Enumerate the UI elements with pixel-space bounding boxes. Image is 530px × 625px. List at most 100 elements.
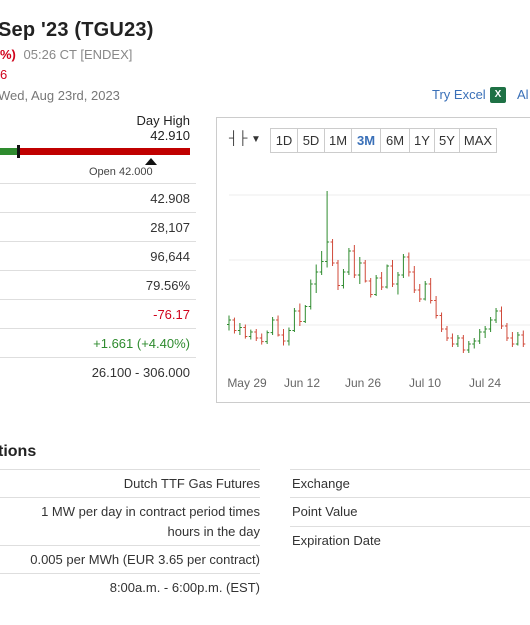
candle <box>243 324 248 339</box>
candle <box>434 296 439 319</box>
candle <box>248 329 253 340</box>
x-tick-label: Jul 10 <box>409 376 441 390</box>
stat-value: 26.100 - 306.000 <box>91 365 190 380</box>
spec-label-divider <box>290 469 530 470</box>
candle <box>270 317 275 335</box>
candle <box>336 260 340 290</box>
spec-row-divider <box>0 545 260 546</box>
candle <box>499 306 504 329</box>
candle <box>417 284 422 302</box>
candle <box>510 332 515 347</box>
chevron-down-icon: ▼ <box>251 134 261 145</box>
stat-value: 42.908 <box>150 191 190 206</box>
spec-value: 8:00a.m. - 6:00p.m. (EST) <box>109 580 260 595</box>
candle <box>232 317 237 334</box>
candle <box>439 312 444 332</box>
range-button-1m[interactable]: 1M <box>324 128 352 153</box>
day-range-marker <box>17 145 21 158</box>
candle <box>325 191 330 268</box>
stat-row: 79.56% <box>0 270 196 299</box>
chart-type-selector[interactable]: ┤├ ▼ <box>229 130 261 145</box>
range-button-1d[interactable]: 1D <box>270 128 298 153</box>
candle <box>363 260 368 283</box>
candle <box>286 327 291 346</box>
candle <box>297 303 302 326</box>
candle <box>504 323 509 341</box>
try-excel-link[interactable]: Try Excel <box>432 87 486 102</box>
candle <box>521 330 526 347</box>
spec-label: Point Value <box>292 504 358 519</box>
spec-row-divider <box>0 469 260 470</box>
spec-value: 0.005 per MWh (EUR 3.65 per contract) <box>30 552 260 567</box>
contract-title: Sep '23 (TGU23) <box>0 19 154 41</box>
candle <box>515 332 520 346</box>
candle <box>379 272 384 290</box>
stat-row: 42.908 <box>0 183 196 212</box>
day-high-label: Day High <box>136 113 190 128</box>
candle <box>483 326 488 338</box>
candle <box>330 239 335 266</box>
candle <box>472 338 477 349</box>
candle <box>390 260 395 287</box>
range-button-max[interactable]: MAX <box>459 128 497 153</box>
trade-date: Wed, Aug 23rd, 2023 <box>0 88 120 103</box>
candle <box>314 264 319 293</box>
candle <box>455 335 460 347</box>
spec-label-divider <box>290 497 530 498</box>
candle <box>385 264 390 289</box>
spec-value: 1 MW per day in contract period times <box>41 504 260 519</box>
day-range-bar <box>0 145 190 158</box>
candlestick-icon: ┤├ <box>229 130 248 145</box>
x-tick-label: May 29 <box>227 376 267 390</box>
candle <box>237 323 242 335</box>
spec-row-divider <box>0 497 260 498</box>
candle <box>308 279 313 310</box>
day-high-value: 42.910 <box>150 128 190 143</box>
stat-row: 96,644 <box>0 241 196 270</box>
range-button-5y[interactable]: 5Y <box>434 128 460 153</box>
candle <box>374 275 379 296</box>
stat-value: 28,107 <box>150 220 190 235</box>
candle <box>466 341 471 353</box>
chart-plot-area[interactable]: May 29 Jun 12 Jun 26 Jul 10 Jul 24 <box>217 118 530 403</box>
stat-value: 96,644 <box>150 249 190 264</box>
price-chart[interactable]: May 29 Jun 12 Jun 26 Jul 10 Jul 24 ┤├ ▼ 1D 5D… <box>216 117 530 403</box>
candle <box>276 315 281 337</box>
stat-row: +1.661 (+4.40%) <box>0 328 196 357</box>
candle <box>477 329 482 344</box>
stat-row: -76.17 <box>0 299 196 328</box>
spec-value: hours in the day <box>167 524 260 539</box>
open-marker-icon <box>145 158 157 165</box>
excel-icon[interactable]: X <box>490 87 506 103</box>
candle <box>368 278 373 298</box>
spec-label: Exchange <box>292 476 350 491</box>
candle <box>428 278 433 304</box>
candle <box>357 257 362 284</box>
candle <box>319 251 324 275</box>
candle <box>341 269 346 289</box>
stat-value: +1.661 (+4.40%) <box>93 336 190 351</box>
section-title: tions <box>0 443 37 460</box>
candle <box>406 252 411 277</box>
change-value: 6 <box>0 67 8 82</box>
range-button-3m[interactable]: 3M <box>351 128 381 153</box>
x-tick-label: Jun 26 <box>345 376 381 390</box>
range-button-6m[interactable]: 6M <box>380 128 410 153</box>
quote-subline: %) 05:26 CT [ENDEX] <box>0 47 132 62</box>
candle <box>450 333 455 347</box>
x-tick-label: Jun 12 <box>284 376 320 390</box>
spec-label: Expiration Date <box>292 533 381 548</box>
range-button-5d[interactable]: 5D <box>297 128 325 153</box>
stat-value: -76.17 <box>153 307 190 322</box>
stat-row: 28,107 <box>0 212 196 241</box>
change-percent: %) <box>0 47 16 62</box>
alerts-link[interactable]: Al <box>517 87 529 102</box>
candle <box>303 305 308 323</box>
candle <box>488 317 493 332</box>
candle <box>292 308 297 332</box>
day-range-low-segment <box>0 148 19 155</box>
x-tick-label: Jul 24 <box>469 376 501 390</box>
range-button-1y[interactable]: 1Y <box>409 128 435 153</box>
candle <box>395 272 400 295</box>
candle <box>423 281 428 301</box>
